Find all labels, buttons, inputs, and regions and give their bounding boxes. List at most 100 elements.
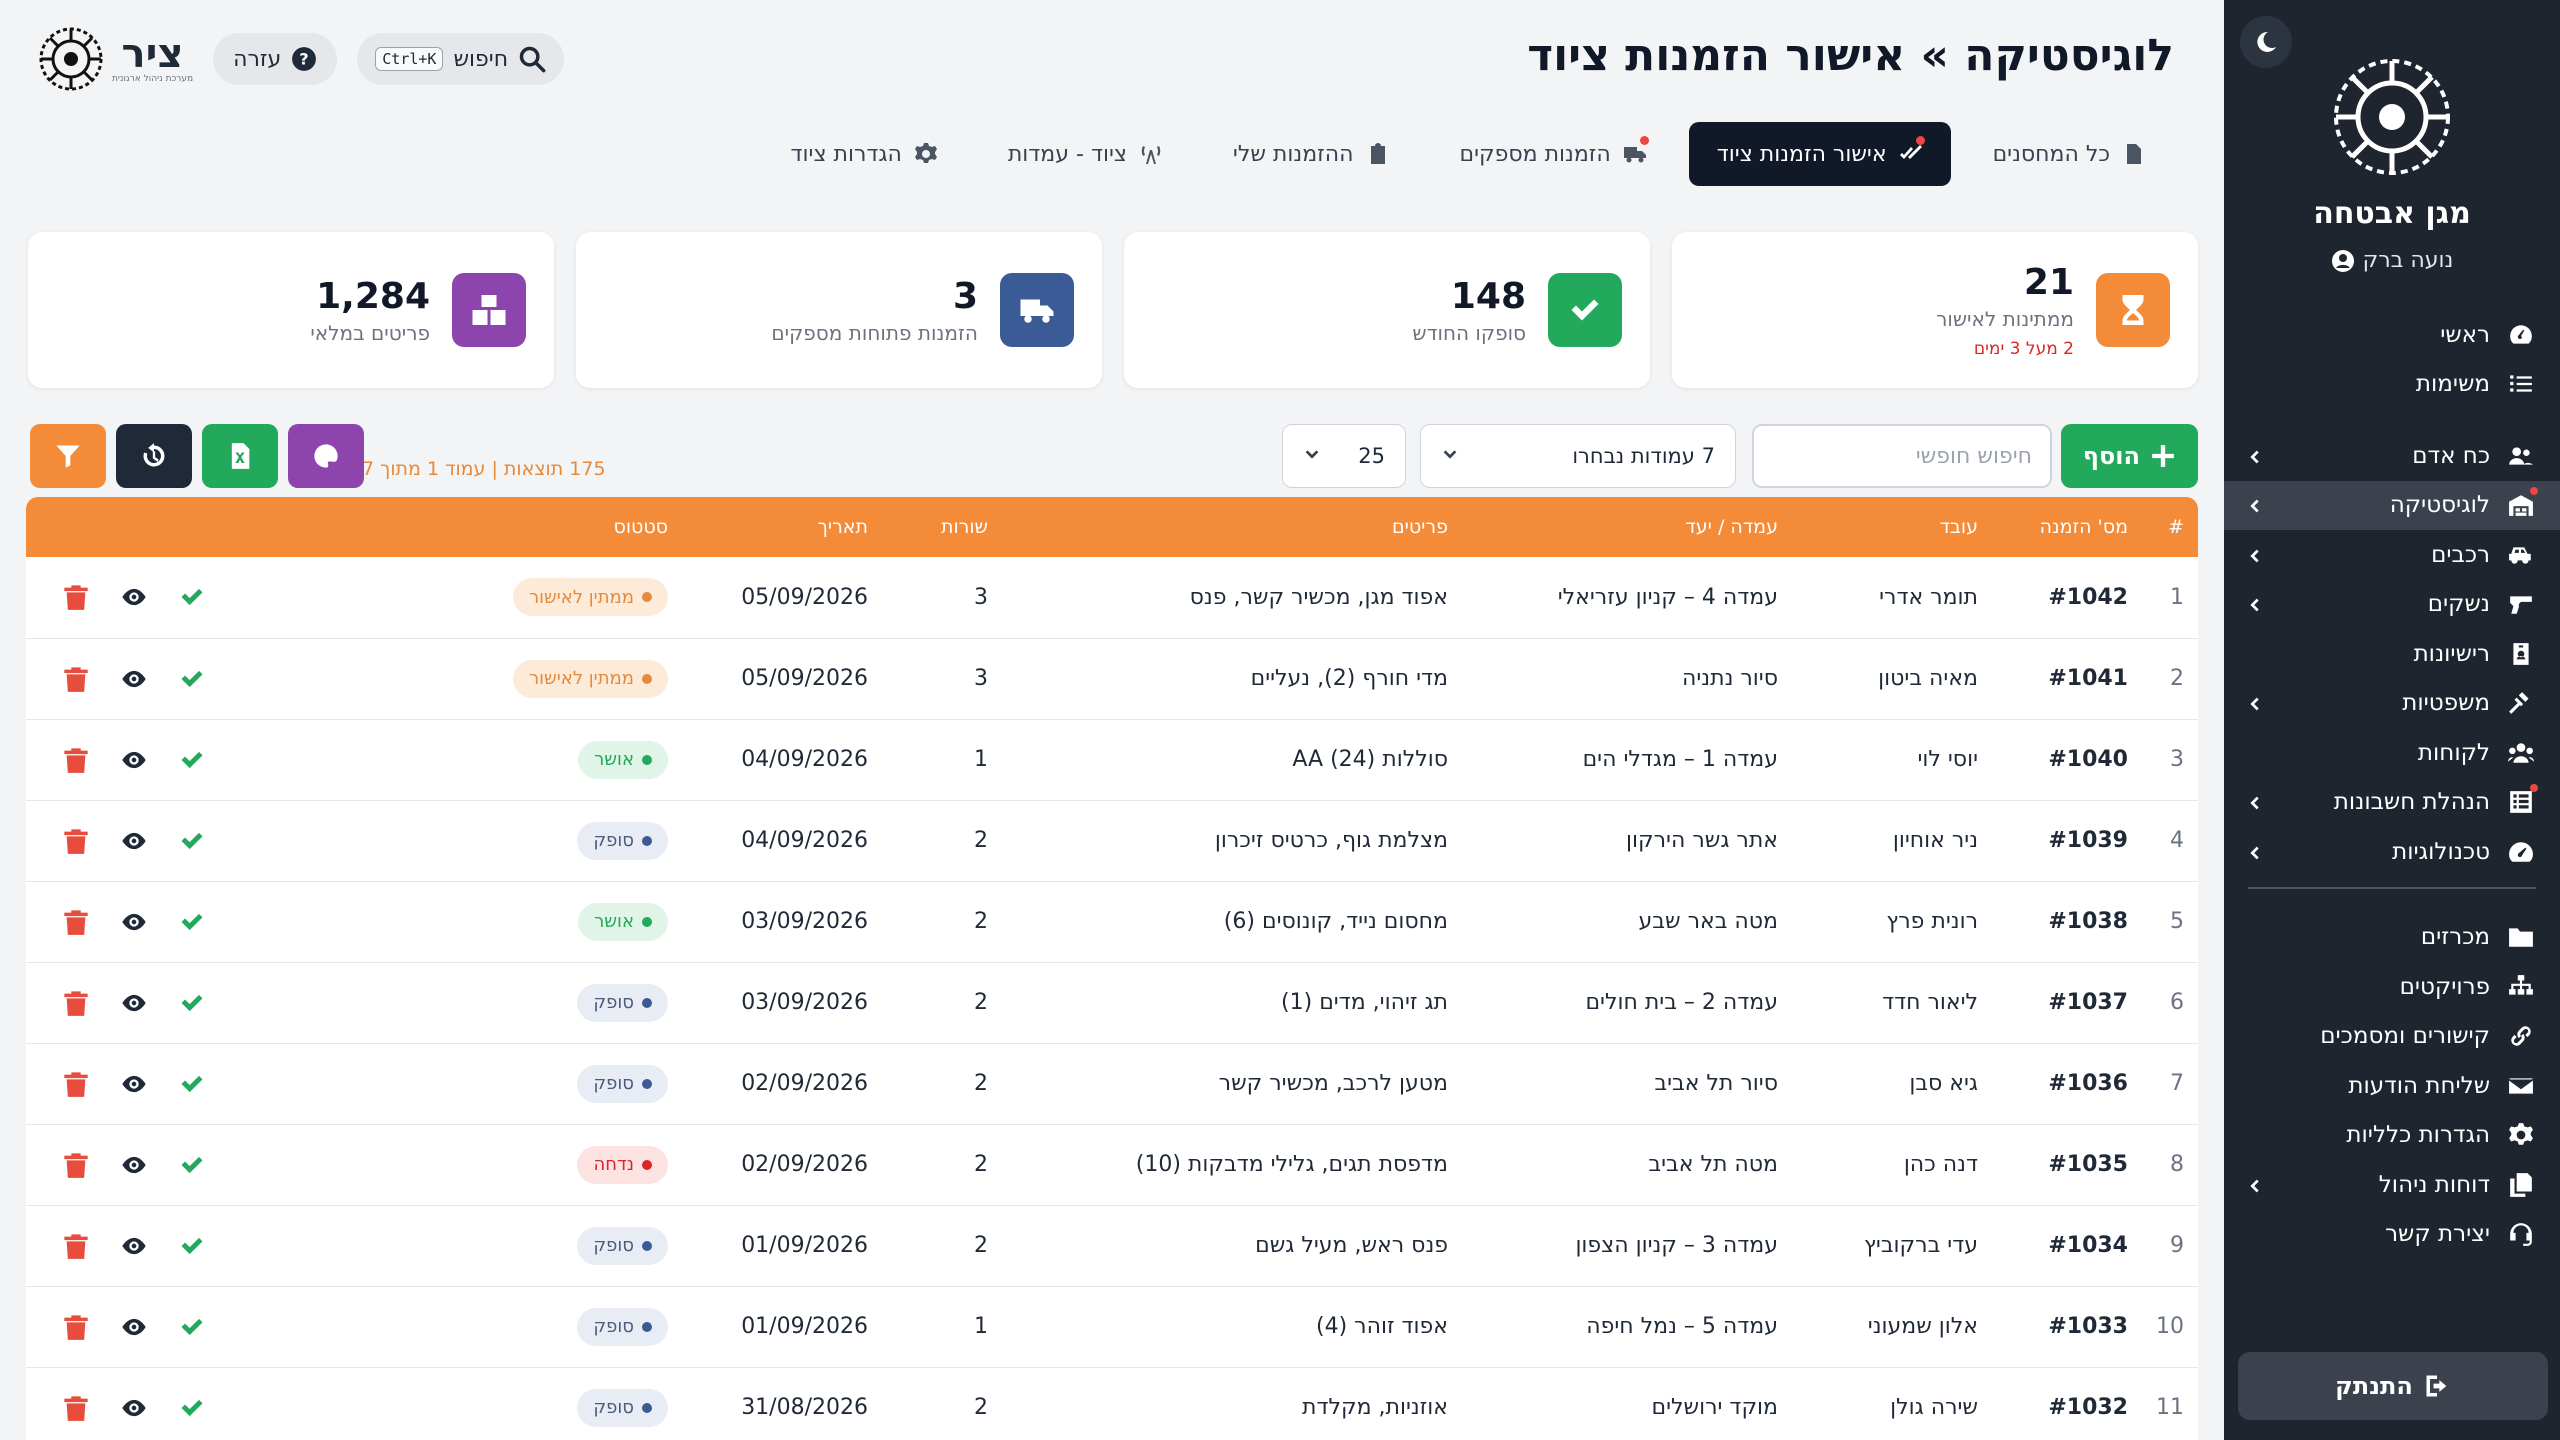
sidebar-divider — [2248, 886, 2536, 889]
sidebar-item-gavel[interactable]: משפטיות — [2224, 679, 2560, 729]
delete-icon[interactable] — [62, 1313, 90, 1341]
header-date[interactable]: תאריך — [817, 516, 868, 538]
table-row[interactable]: 9 #1034 עדי ברקוביץ עמדה 3 – קניון הצפון פנס… — [26, 1205, 2198, 1286]
approve-check-icon[interactable] — [178, 583, 206, 611]
sidebar-item-car[interactable]: רכבים — [2224, 530, 2560, 580]
delete-icon[interactable] — [62, 665, 90, 693]
approve-check-icon[interactable] — [178, 746, 206, 774]
table-row[interactable]: 7 #1036 גיא סבן סיור תל אביב מטען לרכב, מכשי… — [26, 1043, 2198, 1124]
copy-icon — [2506, 1170, 2536, 1200]
table-row[interactable]: 11 #1032 שירה גולן מוקד ירושלים אוזניות, מקל… — [26, 1367, 2198, 1440]
logout-button[interactable]: התנתק — [2238, 1352, 2548, 1420]
table-row[interactable]: 5 #1038 רונית פרץ מטה באר שבע מחסום נייד, קו… — [26, 881, 2198, 962]
global-search-button[interactable]: חיפוש Ctrl+K — [357, 33, 565, 85]
table-row[interactable]: 4 #1039 ניר אוחיון אתר גשר הירקון מצלמת גוף,… — [26, 800, 2198, 881]
delete-icon[interactable] — [62, 583, 90, 611]
columns-select[interactable]: 7 עמודות נבחרו — [1420, 424, 1736, 488]
tab-equipment-stations[interactable]: ציוד - עמדות — [980, 122, 1191, 186]
brand-logo[interactable]: ציר מערכת ניהול ארגונית — [36, 24, 193, 94]
sidebar-item-gun[interactable]: נשקים — [2224, 580, 2560, 630]
sidebar-item-warehouse[interactable]: לוגיסטיקה — [2224, 480, 2560, 530]
status-text: ממתין לאישור — [528, 586, 634, 608]
view-eye-icon[interactable] — [120, 989, 148, 1017]
view-eye-icon[interactable] — [120, 583, 148, 611]
approve-check-icon[interactable] — [178, 665, 206, 693]
sidebar-item-dashboard[interactable]: ראשי — [2224, 310, 2560, 360]
tab-supplier-orders[interactable]: הזמנות מספקים — [1432, 122, 1675, 186]
header-status[interactable]: סטטוס — [613, 516, 668, 538]
header-num[interactable]: # — [2168, 516, 2184, 538]
table-row[interactable]: 8 #1035 דנה כהן מטה תל אביב מדפסת תגים, גליל… — [26, 1124, 2198, 1205]
view-eye-icon[interactable] — [120, 1232, 148, 1260]
tab-all-warehouses[interactable]: כל המחסנים — [1965, 122, 2174, 186]
tab-my-orders[interactable]: ההזמנות שלי — [1205, 122, 1418, 186]
tab-equipment-settings[interactable]: הגדרות ציוד — [763, 122, 966, 186]
cell-order-id: #1037 — [2048, 990, 2128, 1015]
sidebar-item-envelope[interactable]: שליחת הודעות — [2224, 1061, 2560, 1111]
delete-icon[interactable] — [62, 1070, 90, 1098]
free-search-input[interactable] — [1752, 424, 2052, 488]
approve-check-icon[interactable] — [178, 827, 206, 855]
view-eye-icon[interactable] — [120, 1394, 148, 1422]
header-order-id[interactable]: מס' הזמנה — [2039, 516, 2128, 538]
approve-check-icon[interactable] — [178, 1232, 206, 1260]
view-eye-icon[interactable] — [120, 1151, 148, 1179]
header-employee[interactable]: עובד — [1939, 516, 1978, 538]
view-eye-icon[interactable] — [120, 746, 148, 774]
reset-button[interactable] — [116, 424, 192, 488]
sidebar-item-tasks[interactable]: משימות — [2224, 360, 2560, 410]
view-eye-icon[interactable] — [120, 827, 148, 855]
delete-icon[interactable] — [62, 827, 90, 855]
cell-date: 01/09/2026 — [741, 1314, 868, 1339]
table-row[interactable]: 6 #1037 ליאור חדד עמדה 2 – בית חולים תג זיהו… — [26, 962, 2198, 1043]
table-row[interactable]: 3 #1040 יוסי לוי עמדה 1 – מגדלי הים סוללות A… — [26, 719, 2198, 800]
header-destination[interactable]: עמדה / יעד — [1685, 516, 1778, 538]
delete-icon[interactable] — [62, 989, 90, 1017]
approve-check-icon[interactable] — [178, 1070, 206, 1098]
dark-mode-toggle[interactable] — [2240, 16, 2292, 68]
sidebar-item-label: לוגיסטיקה — [2389, 492, 2490, 519]
view-eye-icon[interactable] — [120, 1313, 148, 1341]
sidebar-item-id-card[interactable]: רישיונות — [2224, 629, 2560, 679]
header-items[interactable]: פריטים — [1391, 516, 1448, 538]
table-row[interactable]: 2 #1041 מאיה ביטון סיור נתניה מדי חורף (2), … — [26, 638, 2198, 719]
sidebar-item-ledger[interactable]: הנהלת חשבונות — [2224, 778, 2560, 828]
add-button[interactable]: הוסף — [2060, 424, 2198, 488]
tab-equipment-approval[interactable]: אישור הזמנות ציוד — [1688, 122, 1951, 186]
sidebar-item-sitemap[interactable]: פרויקטים — [2224, 962, 2560, 1012]
sidebar-item-headset[interactable]: יצירת קשר — [2224, 1210, 2560, 1260]
sidebar-item-folder[interactable]: מכרזים — [2224, 913, 2560, 963]
theme-palette-button[interactable] — [288, 424, 364, 488]
sidebar-item-users[interactable]: כח אדם — [2224, 431, 2560, 481]
sidebar-item-gear[interactable]: הגדרות כלליות — [2224, 1111, 2560, 1161]
filter-button[interactable] — [30, 424, 106, 488]
help-button[interactable]: ? עזרה — [213, 33, 338, 85]
sidebar-item-gauge[interactable]: טכנולוגיות — [2224, 827, 2560, 877]
cell-actions — [26, 1205, 432, 1286]
sidebar-item-link[interactable]: קישורים ומסמכים — [2224, 1012, 2560, 1062]
delete-icon[interactable] — [62, 1232, 90, 1260]
view-eye-icon[interactable] — [120, 1070, 148, 1098]
approve-check-icon[interactable] — [178, 1151, 206, 1179]
table-row[interactable]: 1 #1042 תומר אדרי עמדה 4 – קניון עזריאלי אפו… — [26, 557, 2198, 638]
page-size-select[interactable]: 25 — [1282, 424, 1406, 488]
delete-icon[interactable] — [62, 746, 90, 774]
sidebar-item-clients[interactable]: לקוחות — [2224, 728, 2560, 778]
table-row[interactable]: 10 #1033 אלון שמעוני עמדה 5 – נמל חיפה אפוד … — [26, 1286, 2198, 1367]
delete-icon[interactable] — [62, 1394, 90, 1422]
export-excel-button[interactable] — [202, 424, 278, 488]
header-lines[interactable]: שורות — [940, 516, 988, 538]
approve-check-icon[interactable] — [178, 1313, 206, 1341]
view-eye-icon[interactable] — [120, 908, 148, 936]
status-badge: אושר — [578, 902, 668, 941]
delete-icon[interactable] — [62, 1151, 90, 1179]
current-user[interactable]: נועה ברק — [2224, 248, 2560, 273]
cell-row-num: 6 — [2170, 990, 2184, 1015]
delete-icon[interactable] — [62, 908, 90, 936]
approve-check-icon[interactable] — [178, 1394, 206, 1422]
view-eye-icon[interactable] — [120, 665, 148, 693]
approve-check-icon[interactable] — [178, 989, 206, 1017]
approve-check-icon[interactable] — [178, 908, 206, 936]
cell-destination: מוקד ירושלים — [1651, 1395, 1779, 1420]
sidebar-item-copy[interactable]: דוחות ניהול — [2224, 1160, 2560, 1210]
